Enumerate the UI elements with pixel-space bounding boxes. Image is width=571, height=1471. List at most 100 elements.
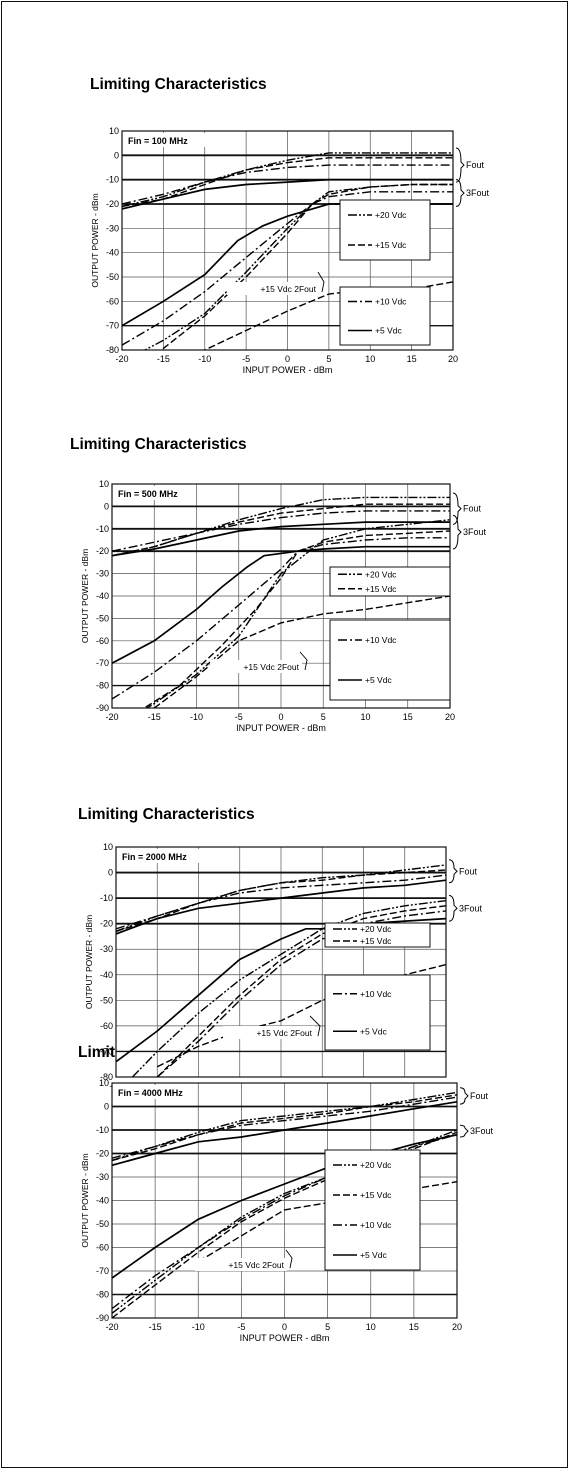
chart-1-series-plus15-vdc — [122, 157, 453, 208]
chart-1-y-tick-label: 10 — [109, 126, 119, 136]
chart-4-callout-label: +15 Vdc 2Fout — [228, 1260, 284, 1270]
chart-3-fout-brace — [448, 859, 458, 884]
chart-4-callout-bg — [195, 1258, 287, 1271]
chart-2-series-plus20-vdc — [145, 519, 450, 708]
chart-1-annotation-bg — [124, 133, 206, 147]
chart-4-legend-label-plus20-vdc: +20 Vdc — [360, 1160, 392, 1170]
chart-2-callout-label: +15 Vdc 2Fout — [243, 662, 299, 672]
chart-3-annotation-bg — [118, 849, 200, 863]
chart-2-y-tick-label: -50 — [96, 613, 109, 623]
chart-1-legend-box — [339, 199, 431, 261]
chart-2-y-tick-label: -10 — [96, 524, 109, 534]
chart-1-y-tick-label: -50 — [106, 272, 119, 282]
chart-1-callout-bg — [227, 282, 319, 295]
chart-2-y-tick-label: -40 — [96, 591, 109, 601]
chart-1-legend-label-plus5-vdc: +5 Vdc — [375, 326, 402, 336]
chart-2-fout-label: Fout — [463, 504, 482, 514]
chart-4-y-axis-label: OUTPUT POWER - dBm — [80, 1153, 90, 1247]
chart-2-legend-box — [329, 619, 451, 701]
chart-3-series-plus5-vdc — [116, 879, 446, 935]
chart-4-x-tick-label: -10 — [192, 1322, 205, 1332]
chart-3-plot-border — [115, 846, 447, 1078]
chart-2-fout-brace — [452, 492, 462, 525]
chart-2-x-tick-label: -20 — [105, 712, 118, 722]
chart-2-series-plus20-vdc — [112, 496, 450, 557]
chart-2-series-plus15-vdc — [143, 530, 450, 708]
chart-4-x-tick-label: 10 — [366, 1322, 376, 1332]
chart-1-x-axis-label: INPUT POWER - dBm — [243, 365, 333, 375]
chart-3-y-axis-label: OUTPUT POWER - dBm — [84, 915, 94, 1009]
chart-2-x-tick-label: 20 — [445, 712, 455, 722]
chart-4-y-tick-label: -50 — [96, 1219, 109, 1229]
chart-1-series-plus10-vdc — [122, 164, 453, 205]
chart-1-callout-label: +15 Vdc 2Fout — [260, 284, 316, 294]
chart-2-annotation-bg — [114, 486, 196, 500]
chart-3-y-tick-label: 0 — [108, 868, 113, 878]
chart-3-3fout-brace — [448, 895, 458, 922]
chart-2-x-tick-label: 10 — [360, 712, 370, 722]
chart-2-x-tick-label: 15 — [403, 712, 413, 722]
chart-1-y-tick-label: -70 — [106, 321, 119, 331]
chart-2-y-tick-label: -60 — [96, 636, 109, 646]
chart-4-legend-label-plus5-vdc: +5 Vdc — [360, 1250, 387, 1260]
chart-1-legend-label-plus20-vdc: +20 Vdc — [375, 210, 407, 220]
chart-3-y-tick-label: -50 — [100, 995, 113, 1005]
chart-2-legend-label-plus20-vdc: +20 Vdc — [365, 569, 397, 579]
chart-2-y-axis-label: OUTPUT POWER - dBm — [80, 549, 90, 643]
chart-2-y-tick-label: -80 — [96, 681, 109, 691]
chart-3-legend-label-plus5-vdc: +5 Vdc — [360, 1026, 387, 1036]
chart-2-y-tick-label: -70 — [96, 658, 109, 668]
chart-3-y-tick-label: -80 — [100, 1072, 113, 1082]
chart-3-y-tick-label: -70 — [100, 1046, 113, 1056]
chart-1-series-plus15-vdc-2fout — [203, 281, 453, 350]
chart-4-x-tick-label: 0 — [282, 1322, 287, 1332]
chart-2-3fout-label: 3Fout — [463, 527, 487, 537]
chart-1-plot-border — [121, 130, 454, 351]
chart-4-3fout-brace — [459, 1124, 469, 1138]
chart-4-x-tick-label: 20 — [452, 1322, 462, 1332]
chart-4-y-tick-label: -40 — [96, 1196, 109, 1206]
chart-4-legend-label-plus15-vdc: +15 Vdc — [360, 1190, 392, 1200]
chart-4-series-plus5-vdc — [112, 1133, 457, 1279]
chart-3-frequency-annotation: Fin = 2000 MHz — [122, 852, 187, 862]
chart-1-x-tick-label: 15 — [407, 354, 417, 364]
chart-3-legend-box — [324, 974, 431, 1051]
chart-4-y-tick-label: 0 — [104, 1102, 109, 1112]
chart-1-y-tick-label: -80 — [106, 345, 119, 355]
chart-4-3fout-label: 3Fout — [470, 1126, 494, 1136]
chart-1-y-tick-label: -20 — [106, 199, 119, 209]
chart-1-fout-label: Fout — [466, 160, 485, 170]
chart-2-x-tick-label: 5 — [321, 712, 326, 722]
chart-3-callout-label: +15 Vdc 2Fout — [256, 1028, 312, 1038]
chart-4-frequency-annotation: Fin = 4000 MHz — [118, 1088, 183, 1098]
chart-3-y-tick-label: -30 — [100, 944, 113, 954]
chart-2-3fout-brace — [452, 514, 462, 550]
chart-2-series-plus15-vdc — [112, 503, 450, 557]
chart-4-x-tick-label: 5 — [325, 1322, 330, 1332]
chart-3-series-plus20-vdc — [131, 900, 446, 1077]
chart-1-title: Limiting Characteristics — [90, 76, 267, 93]
chart-4-y-tick-label: -90 — [96, 1313, 109, 1323]
chart-2-legend-box — [329, 566, 451, 597]
chart-1-series-plus10-vdc — [122, 191, 453, 346]
chart-4-plot-border — [111, 1082, 458, 1319]
chart-4-x-tick-label: -5 — [237, 1322, 245, 1332]
chart-4-x-axis-label: INPUT POWER - dBm — [240, 1333, 330, 1343]
chart-4-series-plus20-vdc — [112, 1129, 457, 1314]
chart-3-series-plus10-vdc — [156, 910, 446, 1077]
chart-2-frequency-annotation: Fin = 500 MHz — [118, 489, 178, 499]
chart-2-callout-bg — [210, 660, 302, 673]
chart-2-y-tick-label: -90 — [96, 703, 109, 713]
chart-4-y-tick-label: -60 — [96, 1243, 109, 1253]
chart-2-callout-arrow — [299, 651, 308, 671]
chart-1-x-tick-label: -10 — [198, 354, 211, 364]
chart-1-x-tick-label: -20 — [115, 354, 128, 364]
chart-2-title: Limiting Characteristics — [70, 436, 247, 453]
chart-2-y-tick-label: -20 — [96, 546, 109, 556]
chart-3-series-plus5-vdc — [116, 917, 446, 1063]
chart-3-callout-bg — [223, 1026, 315, 1039]
chart-2-y-tick-label: 10 — [99, 479, 109, 489]
